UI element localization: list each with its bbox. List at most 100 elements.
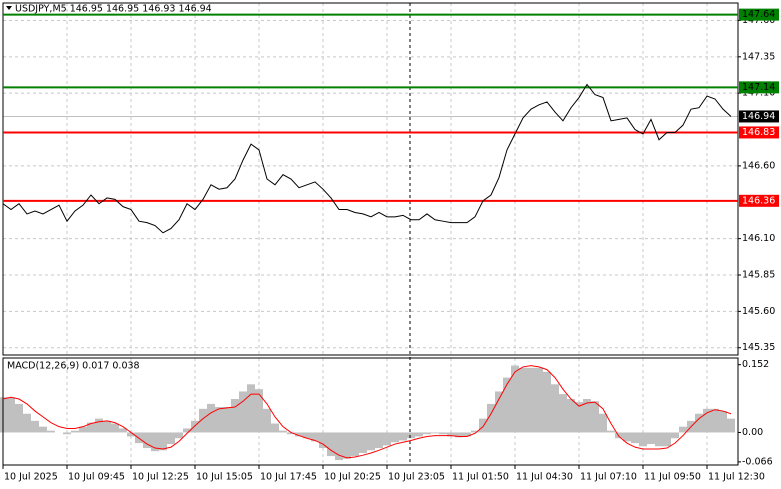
histogram-bar xyxy=(239,391,247,433)
histogram-bar xyxy=(679,426,687,433)
y-tick-label: 147.35 xyxy=(742,51,775,62)
histogram-bar xyxy=(183,428,191,433)
x-tick-label: 10 Jul 23:05 xyxy=(388,472,445,483)
x-tick-label: 10 Jul 15:05 xyxy=(196,472,253,483)
level-label: 147.14 xyxy=(742,82,775,93)
histogram-bar xyxy=(535,367,543,433)
histogram-bar xyxy=(455,432,463,438)
y-tick-label: 0.00 xyxy=(742,427,763,438)
histogram-bar xyxy=(375,432,383,449)
histogram-bar xyxy=(39,426,47,433)
x-tick-label: 11 Jul 04:30 xyxy=(516,472,573,483)
histogram-bar xyxy=(79,426,87,433)
histogram-bar xyxy=(143,432,151,449)
histogram-bar xyxy=(471,430,479,433)
histogram-bar xyxy=(479,418,487,433)
title-marker xyxy=(6,6,12,10)
histogram-bar xyxy=(95,418,103,433)
histogram-bar xyxy=(167,432,175,445)
histogram-bar xyxy=(655,432,663,447)
histogram-bar xyxy=(575,402,583,433)
y-tick-label: 146.10 xyxy=(742,233,775,244)
histogram-bar xyxy=(487,403,495,433)
histogram-bar xyxy=(439,432,447,435)
histogram-bar xyxy=(383,432,391,446)
y-tick-label: 145.60 xyxy=(742,306,775,317)
histogram-bar xyxy=(159,432,167,451)
x-tick-label: 11 Jul 12:30 xyxy=(708,472,765,483)
histogram-bar xyxy=(607,430,615,433)
histogram-bar xyxy=(71,430,79,433)
histogram-bar xyxy=(31,420,39,433)
level-label: 146.83 xyxy=(742,127,775,138)
histogram-bar xyxy=(359,432,367,453)
histogram-bar xyxy=(711,408,719,433)
histogram-bar xyxy=(639,432,647,447)
histogram-bar xyxy=(215,407,223,433)
y-tick-label: -0.066 xyxy=(742,456,773,467)
histogram-bar xyxy=(327,432,335,457)
histogram-bar xyxy=(415,432,423,437)
histogram-bar xyxy=(207,403,215,433)
histogram-bar xyxy=(303,432,311,439)
histogram-bar xyxy=(567,399,575,433)
histogram-bar xyxy=(351,432,359,457)
histogram-bar xyxy=(367,432,375,451)
histogram-bar xyxy=(127,432,135,437)
main-frame xyxy=(2,2,739,356)
x-tick-label: 10 Jul 20:25 xyxy=(324,472,381,483)
histogram-bar xyxy=(527,367,535,433)
x-tick-label: 10 Jul 12:25 xyxy=(132,472,189,483)
y-tick-label: 145.85 xyxy=(742,270,775,281)
histogram-bar xyxy=(583,399,591,433)
y-tick-label: 145.35 xyxy=(742,342,775,353)
histogram-bar xyxy=(335,432,343,461)
level-label: 147.64 xyxy=(742,9,775,20)
histogram-bar xyxy=(399,432,407,441)
y-tick-label: 146.60 xyxy=(742,160,775,171)
histogram-bar xyxy=(231,399,239,433)
histogram-bar xyxy=(407,432,415,439)
chart-title: USDJPY,M5 146.95 146.95 146.93 146.94 xyxy=(15,4,212,15)
histogram-bar xyxy=(87,422,95,433)
level-label-box xyxy=(739,126,779,139)
histogram-bar xyxy=(15,403,23,433)
histogram-bar xyxy=(695,413,703,433)
histogram-bar xyxy=(631,432,639,444)
histogram-bar xyxy=(623,432,631,442)
histogram-bar xyxy=(263,408,271,433)
histogram-bar xyxy=(591,401,599,433)
y-tick-label: 0.152 xyxy=(742,359,769,370)
histogram-bar xyxy=(199,408,207,433)
x-tick-label: 11 Jul 07:10 xyxy=(580,472,637,483)
histogram-bar xyxy=(343,432,351,459)
x-tick-label: 11 Jul 09:50 xyxy=(644,472,701,483)
histogram-bar xyxy=(23,413,31,433)
histogram-bar xyxy=(271,423,279,433)
histogram-bar xyxy=(431,432,439,434)
histogram-bar xyxy=(63,432,71,435)
histogram-bar xyxy=(719,411,727,433)
x-tick-label: 10 Jul 2025 xyxy=(4,472,58,483)
histogram-bar xyxy=(287,432,295,435)
signal-line xyxy=(2,365,732,459)
x-tick-label: 10 Jul 17:45 xyxy=(260,472,317,483)
histogram-bar xyxy=(151,432,159,452)
histogram-bar xyxy=(255,389,263,433)
x-tick-label: 10 Jul 09:45 xyxy=(68,472,125,483)
histogram-bar xyxy=(7,397,15,433)
histogram-bar xyxy=(551,384,559,433)
price-line xyxy=(2,83,732,234)
histogram-bar xyxy=(223,407,231,433)
histogram-bar xyxy=(111,423,119,433)
histogram-bar xyxy=(175,432,183,439)
histogram-bar xyxy=(519,367,527,433)
histogram-bar xyxy=(543,371,551,433)
histogram-bar xyxy=(119,428,127,433)
histogram-bar xyxy=(247,384,255,433)
histogram-bar xyxy=(423,432,431,435)
macd-frame xyxy=(2,357,739,466)
